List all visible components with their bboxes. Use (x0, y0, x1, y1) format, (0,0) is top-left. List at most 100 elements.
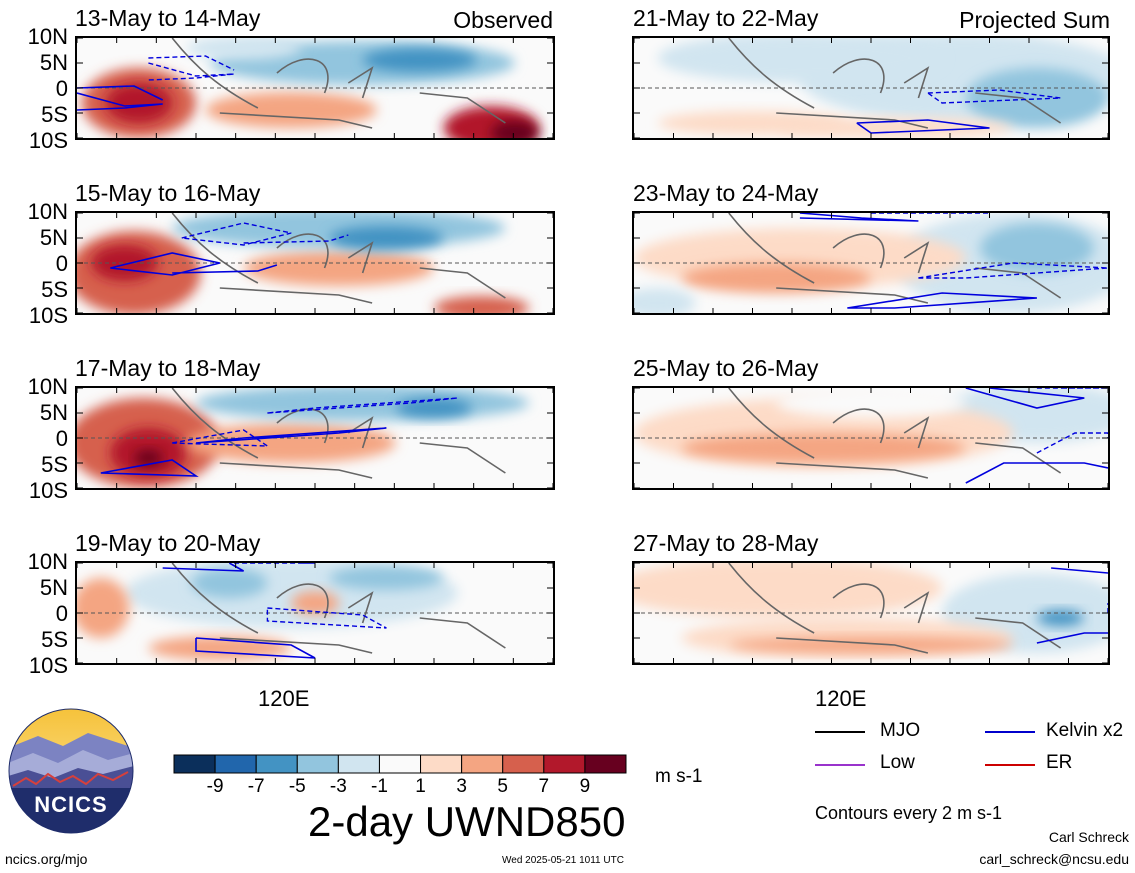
y-tick-label: 5S (41, 452, 68, 477)
y-tick-label: 10S (28, 478, 68, 503)
coastline (832, 233, 885, 269)
y-tick-label: 5S (41, 277, 68, 302)
y-tick-label: 10N (27, 374, 68, 399)
contour-note: Contours every 2 m s-1 (815, 803, 1003, 823)
coastline (728, 563, 815, 634)
legend-label-er: ER (1046, 752, 1073, 773)
colorbar-bin (543, 754, 586, 774)
footer-timestamp: Wed 2025-05-21 1011 UTC (502, 855, 624, 866)
anomaly-shading (243, 250, 434, 286)
legend-swatch-er (985, 764, 1035, 766)
y-tick-label: 5S (41, 102, 68, 127)
kelvin-contour (110, 252, 220, 276)
panel-title-6: 23-May to 24-May (633, 180, 819, 206)
plot-panel-3 (75, 386, 555, 490)
anomaly-shading (491, 121, 539, 138)
chart-title: 2-day UWND850 (308, 798, 626, 845)
kelvin-contour (856, 119, 990, 134)
colorbar-tick-label: -1 (371, 776, 388, 797)
anomaly-shading (434, 296, 530, 313)
y-tick-label: 0 (55, 601, 68, 626)
coastline (975, 617, 1062, 649)
kelvin-contour (965, 462, 1108, 484)
anomaly-shading (980, 223, 1094, 273)
coastline (832, 583, 885, 619)
colorbar-tick-label: 7 (538, 776, 550, 797)
footer-email[interactable]: carl_schreck@ncsu.edu (979, 851, 1129, 867)
panel-title-7: 25-May to 26-May (633, 355, 819, 381)
y-tick-label: 5N (39, 225, 68, 250)
anomaly-shading (657, 38, 943, 83)
coastline (776, 287, 929, 304)
kelvin-contour (195, 427, 387, 444)
y-tick-label: 5N (39, 50, 68, 75)
kelvin-contour (1036, 632, 1108, 644)
anomaly-shading (362, 48, 477, 72)
coastline (219, 637, 373, 654)
coastline (219, 112, 373, 129)
coastline (419, 267, 506, 299)
anomaly-shading (634, 288, 696, 313)
y-tick-label: 10S (28, 303, 68, 328)
coastline (832, 58, 885, 94)
legend-swatch-kelvin (985, 731, 1035, 733)
legend-swatch-mjo (815, 731, 865, 733)
legend-label-low: Low (880, 752, 915, 773)
colorbar-tick-label: 5 (497, 776, 508, 797)
legend-label-mjo: MJO (880, 720, 921, 741)
kelvin-contour (162, 563, 244, 572)
projected-sum-label: Projected Sum (959, 7, 1110, 33)
observed-label: Observed (453, 7, 553, 33)
kelvin-contour (1051, 567, 1108, 574)
ncics-logo: NCICS (8, 708, 134, 834)
colorbar-tick-label: -7 (247, 776, 265, 797)
kelvin-contour (799, 213, 919, 222)
anomaly-shading (1036, 610, 1085, 626)
footer-author: Carl Schreck (1048, 829, 1129, 845)
colorbar-tick-label: -3 (329, 776, 347, 797)
kelvin-contour (847, 292, 1037, 309)
y-tick-label: 0 (55, 251, 68, 276)
colorbar-bin (378, 754, 422, 774)
plot-panel-2 (75, 211, 555, 315)
y-tick-label: 0 (55, 426, 68, 451)
kelvin-contour-negative (148, 62, 235, 81)
legend-swatch-low (815, 764, 865, 766)
colorbar-tick-label: 9 (579, 776, 591, 797)
colorbar-tick-label: 3 (456, 776, 467, 797)
x-tick-label-right: 120E (815, 686, 867, 711)
panel-title-2: 15-May to 16-May (75, 180, 261, 206)
anomaly-shading (329, 226, 444, 250)
coastline (171, 388, 259, 459)
kelvin-contour-negative (243, 234, 349, 244)
colorbar-bin (214, 754, 257, 774)
coastline (975, 442, 1062, 474)
kelvin-contour-negative (1036, 432, 1108, 454)
coastline (276, 58, 329, 94)
kelvin-contour-negative (181, 222, 292, 246)
colorbar-bin (502, 754, 545, 774)
anomaly-shading (134, 450, 163, 466)
colorbar-bin (255, 754, 298, 774)
colorbar-bin (461, 754, 504, 774)
colorbar-bin (296, 754, 339, 774)
panel-title-4: 19-May to 20-May (75, 530, 261, 556)
coastline (776, 112, 929, 129)
anomaly-shading (105, 83, 173, 123)
logo-text: NCICS (34, 792, 108, 817)
plot-panel-8 (632, 561, 1110, 665)
coastline (776, 462, 929, 479)
anomaly-shading (191, 568, 268, 598)
kelvin-contour (77, 85, 164, 101)
footer-url[interactable]: ncics.org/mjo (5, 851, 88, 867)
plot-panel-6 (632, 211, 1110, 315)
colorbar-tick-label: -9 (206, 776, 224, 797)
kelvin-contour-negative (172, 429, 270, 447)
coastline (171, 38, 259, 109)
coastline (832, 408, 885, 444)
coastline (276, 583, 329, 619)
coastline (728, 388, 815, 459)
anomaly-shading (634, 563, 943, 618)
kelvin-contour (965, 388, 1085, 409)
coastline (975, 92, 1062, 124)
